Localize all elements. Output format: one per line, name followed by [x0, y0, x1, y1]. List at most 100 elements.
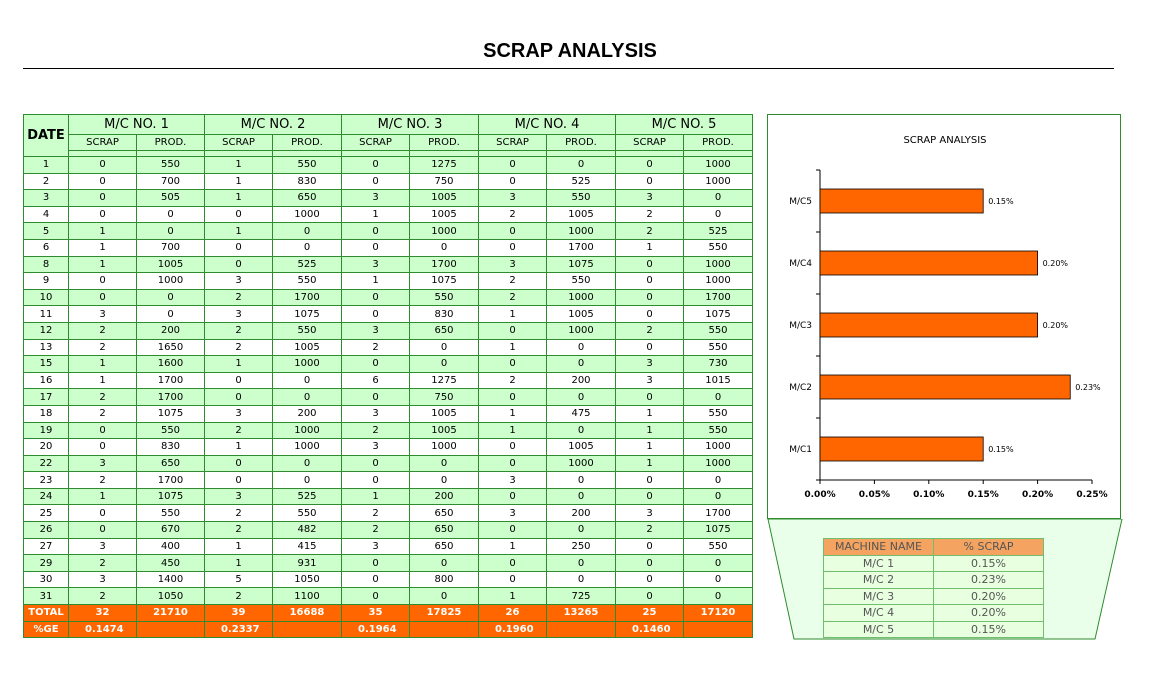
scrap-cell: 3: [68, 537, 137, 556]
machine-header-3: M/C NO. 3: [341, 114, 479, 135]
summary-table: MACHINE NAME % SCRAP M/C 1 0.15% M/C 2 0.23…: [823, 538, 1044, 638]
scrap-cell: 0: [341, 156, 410, 174]
x-tick-label: 0.00%: [804, 490, 835, 500]
scrap-cell: 0: [341, 570, 410, 589]
scrap-cell: 2: [68, 471, 137, 489]
scrap-cell: 0: [68, 438, 137, 456]
date-cell: 17: [23, 388, 69, 406]
scrap-cell: 0: [68, 172, 137, 191]
prod-cell: 1000: [136, 272, 205, 290]
scrap-cell: 3: [204, 404, 273, 423]
machine-header-1: M/C NO. 1: [68, 114, 205, 135]
x-tick-label: 0.15%: [968, 490, 999, 500]
scrap-cell: 0: [204, 454, 273, 473]
scrap-cell: 1: [204, 172, 273, 191]
prod-header: PROD.: [409, 134, 479, 151]
summary-percent-cell: 0.15%: [933, 620, 1044, 638]
scrap-cell: 1: [341, 205, 410, 224]
prod-cell: 0: [546, 570, 616, 589]
scrap-cell: 3: [341, 189, 410, 207]
scrap-cell: 0: [615, 288, 684, 307]
prod-cell: 1000: [546, 321, 616, 340]
prod-cell: 1700: [409, 255, 479, 274]
scrap-cell: 3: [478, 255, 547, 274]
prod-cell: 550: [683, 421, 753, 440]
scrap-cell: 3: [341, 255, 410, 274]
prod-cell: 200: [546, 371, 616, 390]
prod-cell: 1700: [136, 471, 205, 489]
prod-cell: 0: [683, 471, 753, 489]
value-label: 0.15%: [988, 197, 1014, 206]
prod-cell: 0: [546, 338, 616, 357]
summary-row: M/C 2 0.23%: [823, 571, 1044, 589]
percentage-cell: [136, 620, 205, 639]
scrap-cell: 0: [68, 156, 137, 174]
prod-cell: 1000: [409, 438, 479, 456]
summary-percent-cell: 0.15%: [933, 554, 1044, 572]
prod-cell: 550: [136, 156, 205, 174]
total-cell: 35: [341, 604, 410, 622]
scrap-cell: 1: [615, 404, 684, 423]
scrap-cell: 0: [615, 570, 684, 589]
scrap-cell: 1: [478, 404, 547, 423]
scrap-cell: 0: [615, 388, 684, 406]
scrap-header: SCRAP: [204, 134, 273, 151]
summary-percent-cell: 0.23%: [933, 571, 1044, 589]
category-label: M/C5: [789, 197, 812, 207]
bar-mc1: [819, 436, 984, 462]
scrap-cell: 0: [68, 205, 137, 224]
total-cell: 13265: [546, 604, 616, 622]
prod-cell: 1000: [546, 454, 616, 473]
scrap-cell: 3: [478, 471, 547, 489]
scrap-cell: 0: [478, 321, 547, 340]
table-row: 29 2 450 1 931 0 0 0 0 0 0: [23, 554, 753, 572]
prod-cell: 1075: [546, 255, 616, 274]
total-cell: 21710: [136, 604, 205, 622]
scrap-cell: 1: [615, 238, 684, 257]
table-row: 1 0 550 1 550 0 1275 0 0 0 1000: [23, 156, 753, 174]
scrap-data-table: DATE M/C NO. 1 M/C NO. 2 M/C NO. 3 M/C N…: [23, 114, 753, 639]
scrap-cell: 1: [204, 156, 273, 174]
category-label: M/C1: [789, 445, 812, 455]
prod-cell: 525: [546, 172, 616, 191]
prod-cell: 550: [683, 404, 753, 423]
prod-cell: 0: [409, 355, 479, 373]
date-cell: 23: [23, 471, 69, 489]
percentage-cell: 0.1960: [478, 620, 547, 639]
prod-cell: 1075: [136, 404, 205, 423]
scrap-cell: 2: [204, 521, 273, 539]
total-label: TOTAL: [23, 604, 69, 622]
table-row: 31 2 1050 2 1100 0 0 1 725 0 0: [23, 587, 753, 606]
scrap-cell: 0: [478, 570, 547, 589]
chart-title: SCRAP ANALYSIS: [903, 135, 986, 146]
scrap-cell: 3: [615, 504, 684, 523]
scrap-cell: 0: [615, 272, 684, 290]
scrap-cell: 2: [341, 421, 410, 440]
scrap-cell: 1: [478, 305, 547, 323]
date-cell: 22: [23, 454, 69, 473]
table-row: 22 3 650 0 0 0 0 0 1000 1 1000: [23, 454, 753, 473]
scrap-cell: 3: [478, 189, 547, 207]
total-cell: 25: [615, 604, 684, 622]
prod-cell: 1000: [683, 272, 753, 290]
scrap-cell: 2: [68, 404, 137, 423]
scrap-cell: 0: [615, 587, 684, 606]
date-cell: 2: [23, 172, 69, 191]
scrap-cell: 1: [478, 587, 547, 606]
scrap-cell: 0: [615, 305, 684, 323]
prod-cell: 200: [136, 321, 205, 340]
date-cell: 6: [23, 238, 69, 257]
prod-cell: 650: [409, 321, 479, 340]
table-row: 8 1 1005 0 525 3 1700 3 1075 0 1000: [23, 255, 753, 274]
scrap-header: SCRAP: [478, 134, 547, 151]
page-title: SCRAP ANALYSIS: [483, 40, 657, 62]
table-row: 4 0 0 0 1000 1 1005 2 1005 2 0: [23, 205, 753, 224]
prod-cell: 0: [546, 521, 616, 539]
percentage-cell: 0.1460: [615, 620, 684, 639]
scrap-cell: 0: [341, 238, 410, 257]
prod-cell: 0: [136, 288, 205, 307]
date-cell: 9: [23, 272, 69, 290]
prod-cell: 1005: [409, 421, 479, 440]
prod-cell: 0: [546, 487, 616, 506]
prod-cell: 1005: [409, 205, 479, 224]
